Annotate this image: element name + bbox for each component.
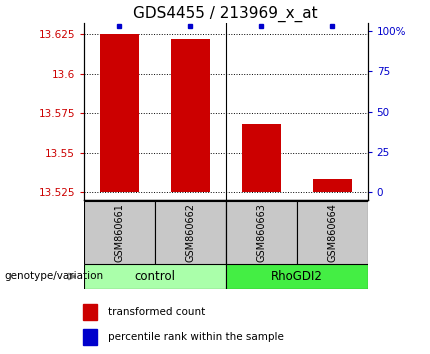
- Bar: [242, 124, 281, 192]
- Bar: [83, 329, 97, 345]
- Text: genotype/variation: genotype/variation: [4, 272, 104, 281]
- Bar: [83, 304, 97, 320]
- Text: GSM860663: GSM860663: [256, 203, 266, 262]
- Bar: [226, 201, 297, 264]
- Text: RhoGDI2: RhoGDI2: [271, 270, 322, 283]
- Text: GSM860662: GSM860662: [185, 203, 195, 262]
- Bar: [313, 179, 352, 192]
- Bar: [100, 34, 139, 192]
- Bar: [155, 201, 226, 264]
- Bar: [84, 201, 155, 264]
- Title: GDS4455 / 213969_x_at: GDS4455 / 213969_x_at: [133, 5, 318, 22]
- Text: percentile rank within the sample: percentile rank within the sample: [108, 332, 284, 342]
- Bar: [84, 264, 226, 289]
- Text: GSM860664: GSM860664: [327, 203, 337, 262]
- Text: control: control: [134, 270, 175, 283]
- Bar: [297, 201, 368, 264]
- Bar: [226, 264, 368, 289]
- Text: transformed count: transformed count: [108, 307, 206, 317]
- Bar: [171, 39, 210, 192]
- Text: GSM860661: GSM860661: [114, 203, 124, 262]
